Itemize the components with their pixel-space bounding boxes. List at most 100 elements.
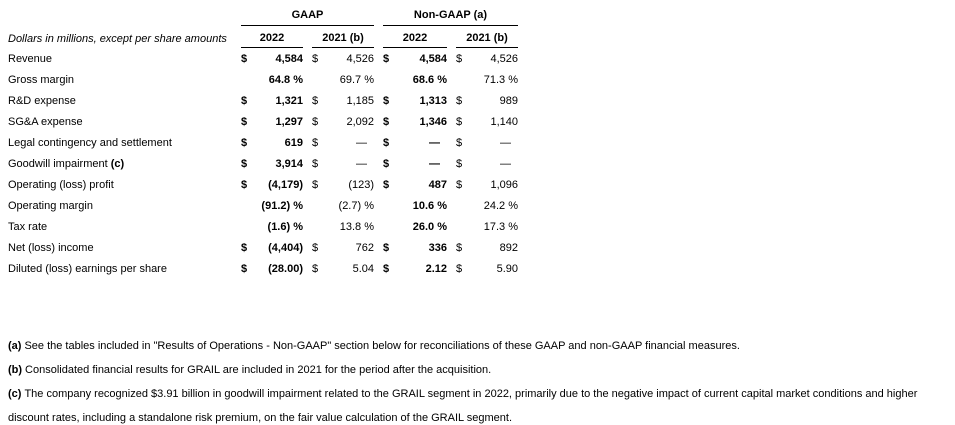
value-cell: $4,584 (241, 53, 303, 65)
cell-value: 5.90 (496, 262, 518, 275)
table-row: Operating margin (91.2) % (2.7) % 10.6 % 24.… (8, 195, 518, 216)
footnote-a-tag: (a) (8, 340, 22, 352)
column-group-non-gaap: Non-GAAP (a) (383, 9, 518, 26)
currency-symbol: $ (456, 52, 463, 65)
column-header-row: Dollars in millions, except per share am… (8, 30, 518, 48)
row-label: Gross margin (8, 73, 75, 86)
value-cell: $892 (456, 242, 518, 254)
cell-value: 1,140 (490, 115, 518, 128)
row-label: Goodwill impairment (c) (8, 157, 125, 170)
cell-value: — (500, 157, 511, 170)
value-cell: $ — (383, 158, 447, 170)
currency-symbol: $ (456, 157, 463, 170)
currency-symbol: $ (456, 94, 463, 107)
cell-value: 13.8 % (339, 220, 374, 233)
value-cell: (2.7) % (312, 200, 374, 212)
value-cell: 71.3 % (456, 74, 518, 86)
currency-symbol: $ (456, 178, 463, 191)
col-header-nongaap-2021: 2021 (b) (456, 30, 518, 48)
value-cell: $762 (312, 242, 374, 254)
footnote-c-tag: (c) (8, 388, 22, 400)
value-cell: $ — (383, 137, 447, 149)
cell-value: (4,179) (268, 178, 303, 191)
row-label: Tax rate (8, 220, 48, 233)
cell-value: 487 (428, 178, 447, 191)
currency-symbol: $ (312, 136, 319, 149)
value-cell: $336 (383, 242, 447, 254)
currency-symbol: $ (383, 178, 390, 191)
value-cell: $ (4,179) (241, 179, 303, 191)
value-cell: 13.8 % (312, 221, 374, 233)
currency-symbol: $ (456, 262, 463, 275)
col-header-gaap-2022: 2022 (241, 30, 303, 48)
currency-symbol: $ (383, 52, 390, 65)
value-cell: 69.7 % (312, 74, 374, 86)
footnote-b-text: Consolidated financial results for GRAIL… (25, 364, 492, 376)
financial-results-table: GAAP Non-GAAP (a) Dollars in millions, e… (8, 9, 518, 279)
footnotes: (a) See the tables included in "Results o… (8, 334, 923, 425)
currency-symbol: $ (241, 115, 248, 128)
value-cell: $1,321 (241, 95, 303, 107)
table-row: Operating (loss) profit $ (4,179) $ (123) $48… (8, 174, 518, 195)
footnote-c-text: The company recognized $3.91 billion in … (8, 388, 918, 424)
cell-value: 64.8 % (268, 73, 303, 86)
value-cell: $2,092 (312, 116, 374, 128)
currency-symbol: $ (312, 52, 319, 65)
value-cell: $2.12 (383, 263, 447, 275)
cell-value: 69.7 % (339, 73, 374, 86)
table-row: Gross margin 64.8 % 69.7 % 68.6 % 71.3 % (8, 69, 518, 90)
currency-symbol: $ (312, 241, 319, 254)
value-cell: 17.3 % (456, 221, 518, 233)
cell-value: (1.6) % (267, 220, 303, 233)
cell-value: (4,404) (268, 241, 303, 254)
cell-value: (91.2) % (261, 199, 303, 212)
value-cell: $619 (241, 137, 303, 149)
value-cell: $ — (312, 137, 374, 149)
value-cell: $1,096 (456, 179, 518, 191)
cell-value: 17.3 % (483, 220, 518, 233)
value-cell: $1,313 (383, 95, 447, 107)
col-header-gaap-2021: 2021 (b) (312, 30, 374, 48)
currency-symbol: $ (312, 157, 319, 170)
cell-value: 1,321 (275, 94, 303, 107)
cell-value: 4,526 (490, 52, 518, 65)
cell-value: 68.6 % (412, 73, 447, 86)
currency-symbol: $ (241, 94, 248, 107)
value-cell: $5.90 (456, 263, 518, 275)
footnote-b-tag: (b) (8, 364, 23, 376)
table-row: Tax rate (1.6) % 13.8 % 26.0 % 17.3 % (8, 216, 518, 237)
cell-value: 1,346 (419, 115, 447, 128)
currency-symbol: $ (312, 94, 319, 107)
currency-symbol: $ (383, 262, 390, 275)
value-cell: (91.2) % (241, 200, 303, 212)
table-caption: Dollars in millions, except per share am… (8, 33, 227, 45)
currency-symbol: $ (241, 157, 248, 170)
cell-value: 26.0 % (412, 220, 447, 233)
row-label: Diluted (loss) earnings per share (8, 262, 167, 275)
row-label-note: (c) (107, 157, 125, 170)
cell-value: 1,185 (346, 94, 374, 107)
table-row: Legal contingency and settlement $619 $ — $ —… (8, 132, 518, 153)
currency-symbol: $ (241, 241, 248, 254)
cell-value: — (429, 136, 440, 149)
cell-value: (123) (348, 178, 374, 191)
value-cell: $ — (312, 158, 374, 170)
value-cell: $4,526 (312, 53, 374, 65)
currency-symbol: $ (383, 241, 390, 254)
value-cell: $ (28.00) (241, 263, 303, 275)
cell-value: — (429, 157, 440, 170)
currency-symbol: $ (312, 178, 319, 191)
value-cell: $4,584 (383, 53, 447, 65)
row-label: SG&A expense (8, 115, 83, 128)
cell-value: — (500, 136, 511, 149)
currency-symbol: $ (456, 115, 463, 128)
value-cell: 68.6 % (383, 74, 447, 86)
table-row: Diluted (loss) earnings per share $ (28.00… (8, 258, 518, 279)
row-label: Operating margin (8, 199, 93, 212)
value-cell: $ — (456, 137, 518, 149)
value-cell: $1,297 (241, 116, 303, 128)
cell-value: 619 (284, 136, 303, 149)
value-cell: (1.6) % (241, 221, 303, 233)
cell-value: 892 (499, 241, 518, 254)
